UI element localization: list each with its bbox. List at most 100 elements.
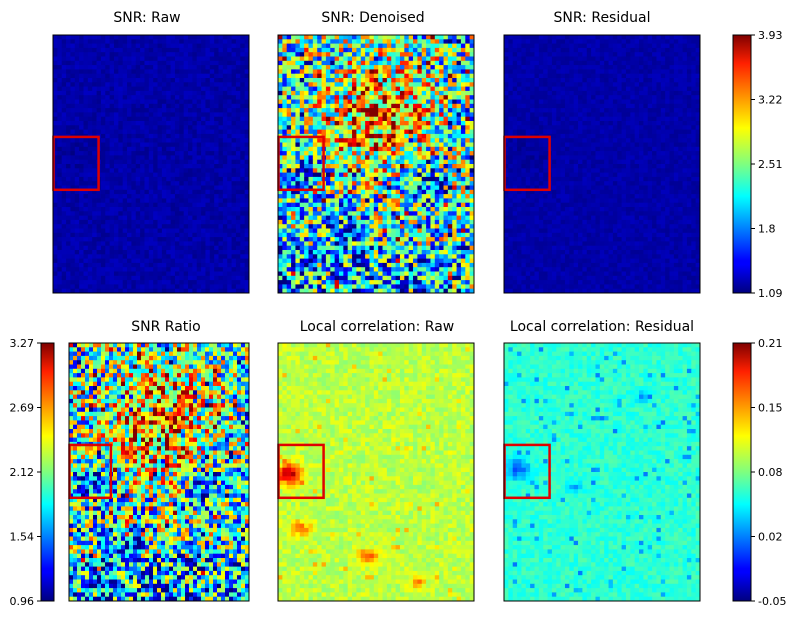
heatmap-cell <box>360 219 366 225</box>
heatmap-cell <box>352 116 357 122</box>
heatmap-cell <box>105 151 111 156</box>
heatmap-cell <box>439 241 444 247</box>
heatmap-cell <box>308 47 314 53</box>
heatmap-cell <box>70 262 76 268</box>
heatmap-cell <box>157 215 163 221</box>
heatmap-cell <box>391 189 396 195</box>
heatmap-cell <box>118 121 124 126</box>
heatmap-cell <box>79 207 84 212</box>
heatmap-cell <box>188 185 193 191</box>
heatmap-cell <box>291 116 296 122</box>
heatmap-cell <box>317 60 322 66</box>
heatmap-cell <box>92 47 97 53</box>
heatmap-cell <box>205 254 211 259</box>
heatmap-cell <box>161 86 167 92</box>
heatmap-cell <box>227 258 232 264</box>
heatmap-cell <box>144 250 150 255</box>
heatmap-cell <box>209 129 215 135</box>
heatmap-cell <box>227 125 232 130</box>
heatmap-cell <box>183 284 189 290</box>
heatmap-cell <box>92 82 97 87</box>
heatmap-cell <box>92 121 97 126</box>
heatmap-cell <box>122 241 128 247</box>
heatmap-cell <box>413 133 418 139</box>
heatmap-cell <box>74 232 80 238</box>
heatmap-cell <box>53 237 58 242</box>
heatmap-cell <box>235 224 241 229</box>
heatmap-cell <box>378 60 383 66</box>
heatmap-cell <box>325 232 331 238</box>
heatmap-cell <box>79 35 84 40</box>
heatmap-cell <box>378 112 383 118</box>
heatmap-cell <box>96 219 102 225</box>
heatmap-cell <box>282 207 288 212</box>
heatmap-cell <box>122 155 128 161</box>
heatmap-cell <box>278 47 283 53</box>
heatmap-cell <box>192 185 198 191</box>
heatmap-cell <box>74 146 80 152</box>
heatmap-cell <box>70 82 76 87</box>
heatmap-cell <box>83 159 89 165</box>
heatmap-cell <box>153 142 158 148</box>
heatmap-cell <box>131 185 137 191</box>
heatmap-cell <box>109 258 115 264</box>
heatmap-cell <box>413 232 418 238</box>
heatmap-cell <box>413 219 418 225</box>
heatmap-cell <box>113 189 119 195</box>
heatmap-cell <box>100 280 106 285</box>
heatmap-cell <box>295 189 301 195</box>
heatmap-cell <box>153 211 158 216</box>
heatmap-cell <box>113 125 119 130</box>
heatmap-cell <box>421 172 427 178</box>
heatmap-cell <box>231 224 237 229</box>
heatmap-cell <box>278 116 283 122</box>
heatmap-cell <box>413 245 418 251</box>
heatmap-cell <box>325 90 331 96</box>
heatmap-cell <box>404 103 410 109</box>
heatmap-cell <box>282 241 288 247</box>
heatmap-cell <box>83 35 89 40</box>
heatmap-cell <box>430 237 436 242</box>
heatmap-cell <box>417 52 423 57</box>
heatmap-cell <box>443 172 449 178</box>
heatmap-cell <box>140 129 145 135</box>
heatmap-cell <box>166 133 171 139</box>
heatmap-cell <box>347 108 353 113</box>
heatmap-cell <box>135 116 141 122</box>
heatmap-cell <box>369 103 375 109</box>
heatmap-cell <box>157 99 163 105</box>
heatmap-cell <box>312 211 318 216</box>
heatmap-cell <box>408 78 414 83</box>
heatmap-cell <box>192 133 198 139</box>
heatmap-cell <box>140 168 145 173</box>
heatmap-cell <box>53 245 58 251</box>
heatmap-cell <box>321 90 327 96</box>
heatmap-cell <box>386 237 392 242</box>
heatmap-cell <box>278 56 283 62</box>
heatmap-cell <box>460 99 466 105</box>
heatmap-cell <box>188 138 193 143</box>
heatmap-cell <box>282 112 288 118</box>
heatmap-cell <box>347 250 353 255</box>
heatmap-cell <box>74 258 80 264</box>
heatmap-cell <box>231 202 237 208</box>
heatmap-cell <box>144 275 150 281</box>
heatmap-cell <box>317 129 322 135</box>
heatmap-cell <box>113 284 119 290</box>
heatmap-cell <box>74 202 80 208</box>
heatmap-cell <box>109 129 115 135</box>
heatmap-cell <box>439 78 444 83</box>
heatmap-cell <box>100 159 106 165</box>
heatmap-cell <box>352 176 357 182</box>
heatmap-cell <box>166 232 171 238</box>
heatmap-cell <box>452 65 457 70</box>
heatmap-cell <box>214 228 219 234</box>
heatmap-cell <box>105 164 111 169</box>
heatmap-cell <box>140 138 145 143</box>
heatmap-cell <box>343 86 349 92</box>
heatmap-cell <box>218 56 224 62</box>
heatmap-cell <box>404 241 410 247</box>
heatmap-cell <box>469 95 475 100</box>
heatmap-cell <box>378 168 383 173</box>
heatmap-cell <box>391 185 396 191</box>
